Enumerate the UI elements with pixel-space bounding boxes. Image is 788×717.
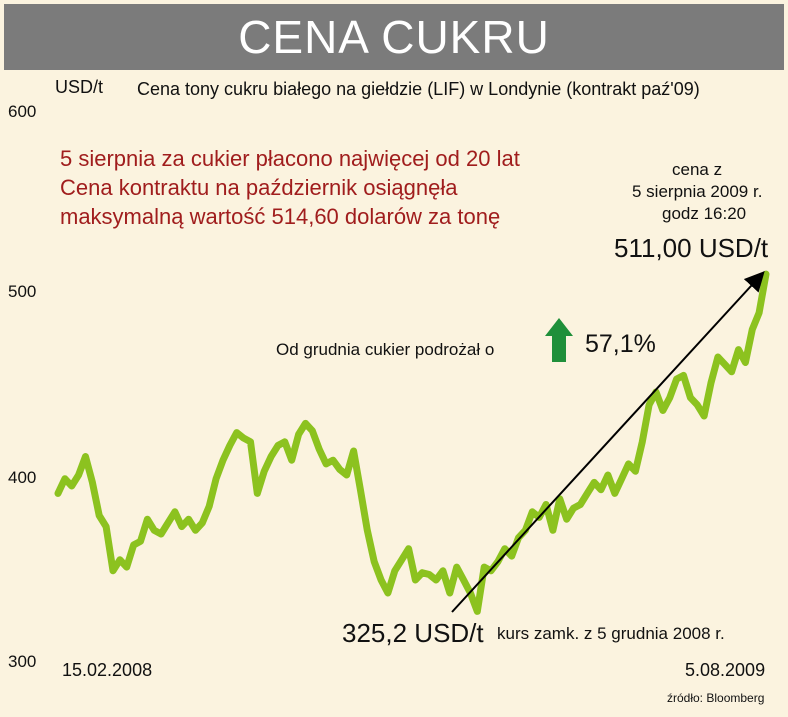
low-value-note: kurs zamk. z 5 grudnia 2008 r.: [497, 624, 725, 643]
headline-note-line-1: 5 sierpnia za cukier płacono najwięcej o…: [60, 146, 520, 171]
chart-subtitle: Cena tony cukru białego na giełdzie (LIF…: [137, 79, 700, 99]
y-axis-unit-label: USD/t: [55, 77, 104, 97]
growth-value: 57,1%: [585, 330, 656, 358]
y-tick-label-600: 600: [8, 102, 37, 121]
arrow-up-icon: [545, 318, 573, 362]
low-value-label: 325,2 USD/t: [342, 618, 484, 648]
x-start-date-label: 15.02.2008: [62, 660, 153, 680]
end-price-note-line-1: cena z: [672, 160, 723, 179]
x-end-date-label: 5.08.2009: [685, 660, 766, 680]
chart-title-banner: CENA CUKRU: [4, 4, 784, 70]
y-tick-label-300: 300: [8, 652, 37, 671]
source-label: źródło: Bloomberg: [667, 691, 765, 705]
y-tick-label-500: 500: [8, 282, 37, 301]
headline-note-line-2: Cena kontraktu na październik osiągnęła: [60, 175, 458, 200]
end-price-note-line-2: 5 sierpnia 2009 r.: [632, 182, 763, 201]
end-value-label: 511,00 USD/t: [614, 233, 769, 263]
y-tick-label-400: 400: [8, 468, 37, 487]
headline-note-line-3: maksymalną wartość 514,60 dolarów za ton…: [60, 204, 501, 229]
price-series-line: [54, 270, 770, 615]
end-price-note-line-3: godz 16:20: [662, 204, 747, 223]
growth-text: Od grudnia cukier podrożał o: [276, 340, 495, 359]
trend-arrow: [451, 271, 765, 613]
